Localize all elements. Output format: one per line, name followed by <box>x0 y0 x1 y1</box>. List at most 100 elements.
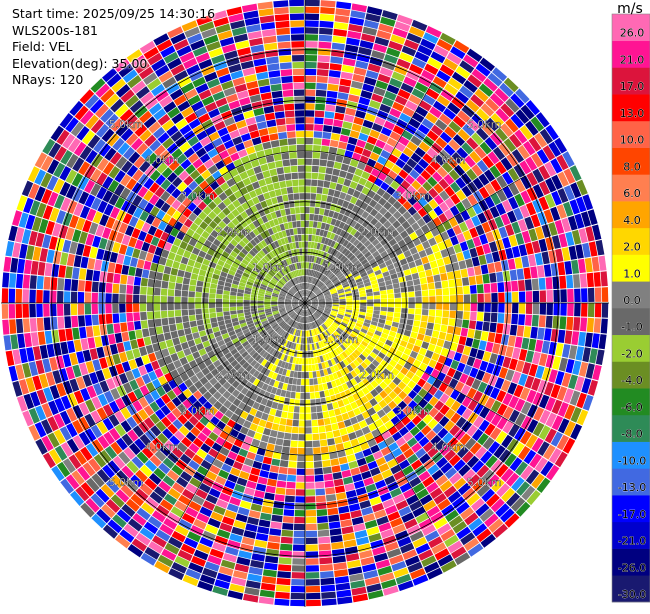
velocity-gate <box>191 326 198 333</box>
velocity-gate <box>255 454 264 462</box>
velocity-gate <box>268 437 276 445</box>
velocity-gate <box>436 296 442 303</box>
velocity-gate <box>172 337 180 345</box>
velocity-gate <box>320 21 334 28</box>
velocity-gate <box>435 282 442 289</box>
velocity-gate <box>478 303 484 312</box>
velocity-gate <box>156 326 164 334</box>
velocity-gate <box>315 489 325 496</box>
velocity-gate <box>484 312 491 321</box>
velocity-gate <box>320 7 335 14</box>
velocity-gate <box>429 303 435 309</box>
velocity-gate <box>463 286 470 294</box>
velocity-gate <box>237 296 243 300</box>
velocity-gate <box>305 48 317 55</box>
velocity-gate <box>202 298 208 303</box>
velocity-gate <box>474 266 482 276</box>
velocity-gate <box>465 338 473 347</box>
velocity-gate <box>277 432 285 439</box>
velocity-gate <box>456 311 463 319</box>
velocity-gate <box>119 284 126 293</box>
velocity-gate <box>306 524 317 531</box>
velocity-gate <box>505 303 512 313</box>
velocity-gate <box>237 310 244 314</box>
velocity-gate <box>430 261 438 269</box>
velocity-gate <box>340 79 352 87</box>
velocity-gate <box>428 283 435 290</box>
velocity-gate <box>257 305 263 308</box>
velocity-gate <box>539 315 546 327</box>
velocity-gate <box>463 250 471 260</box>
velocity-gate <box>594 318 601 333</box>
velocity-gate <box>312 228 316 235</box>
velocity-gate <box>113 313 120 323</box>
velocity-gate <box>530 266 538 278</box>
velocity-gate <box>30 318 37 332</box>
velocity-gate <box>78 315 85 326</box>
velocity-gate <box>388 294 395 299</box>
velocity-gate <box>263 428 271 436</box>
velocity-gate <box>293 538 305 545</box>
velocity-gate <box>186 334 194 341</box>
velocity-gate <box>64 291 71 303</box>
velocity-gate <box>537 328 545 340</box>
velocity-gate <box>310 200 315 207</box>
velocity-gate <box>306 476 315 482</box>
velocity-gate <box>305 193 310 199</box>
velocity-gate <box>292 572 305 579</box>
velocity-gate <box>267 479 277 487</box>
velocity-gate <box>327 403 334 410</box>
velocity-gate <box>311 406 317 413</box>
velocity-gate <box>314 124 323 131</box>
velocity-gate <box>336 415 343 423</box>
velocity-gate <box>105 304 112 314</box>
velocity-gate <box>251 306 257 309</box>
velocity-gate <box>174 297 180 303</box>
velocity-gate <box>190 321 197 328</box>
velocity-gate <box>346 298 352 301</box>
velocity-gate <box>488 332 496 342</box>
velocity-gate <box>52 264 60 277</box>
velocity-gate <box>574 303 581 316</box>
velocity-gate <box>203 282 210 288</box>
velocity-gate <box>305 166 312 172</box>
velocity-gate <box>323 467 332 474</box>
velocity-gate <box>421 284 428 291</box>
velocity-gate <box>443 310 450 317</box>
velocity-gate <box>336 590 351 598</box>
velocity-gate <box>592 333 600 348</box>
velocity-gate <box>290 392 295 399</box>
velocity-gate <box>142 328 150 337</box>
velocity-gate <box>510 270 518 281</box>
velocity-gate <box>417 333 425 340</box>
velocity-gate <box>94 259 102 270</box>
velocity-gate <box>319 391 325 398</box>
velocity-gate <box>305 172 311 178</box>
velocity-gate <box>330 528 342 536</box>
velocity-gate <box>327 84 338 92</box>
velocity-gate <box>308 351 311 357</box>
velocity-gate <box>581 288 588 302</box>
velocity-gate <box>280 460 289 467</box>
velocity-gate <box>290 441 297 448</box>
velocity-gate <box>574 289 581 302</box>
velocity-gate <box>435 317 442 324</box>
velocity-gate <box>266 443 274 451</box>
velocity-gate <box>157 334 165 343</box>
velocity-gate <box>305 152 312 158</box>
velocity-gate <box>537 265 545 277</box>
velocity-gate <box>271 515 282 523</box>
velocity-gate <box>374 307 381 311</box>
velocity-gate <box>387 312 394 317</box>
velocity-gate <box>275 494 285 501</box>
velocity-gate <box>176 323 183 330</box>
velocity-gate <box>74 340 82 352</box>
velocity-gate <box>306 455 314 461</box>
velocity-gate <box>295 399 300 406</box>
velocity-gate <box>332 36 346 44</box>
velocity-gate <box>301 379 305 385</box>
velocity-gate <box>318 42 331 49</box>
velocity-gate <box>177 270 185 277</box>
velocity-gate <box>335 184 342 192</box>
